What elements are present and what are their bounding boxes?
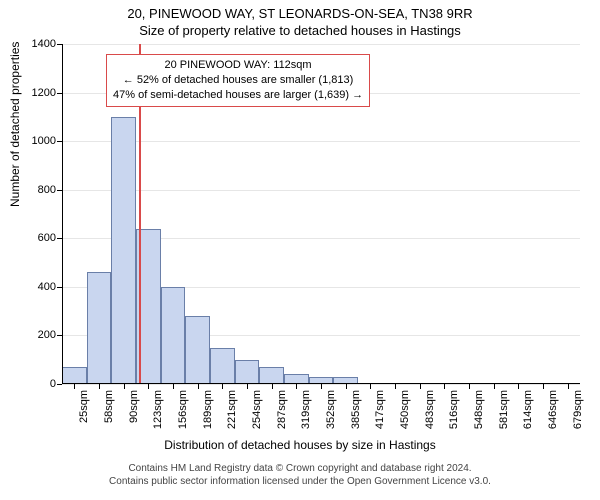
xtick-label: 90sqm: [128, 390, 140, 423]
chart-title-line2: Size of property relative to detached ho…: [0, 21, 600, 38]
x-axis-line: [62, 383, 580, 384]
xtick-mark: [173, 384, 174, 389]
histogram-bar: [259, 367, 284, 384]
xtick-label: 646sqm: [547, 390, 559, 429]
xtick-label: 516sqm: [448, 390, 460, 429]
xtick-mark: [247, 384, 248, 389]
xtick-label: 548sqm: [473, 390, 485, 429]
xtick-mark: [420, 384, 421, 389]
xtick-mark: [222, 384, 223, 389]
ytick-label: 800: [38, 184, 62, 196]
annotation-line-3: 47% of semi-detached houses are larger (…: [113, 88, 363, 103]
xtick-mark: [321, 384, 322, 389]
histogram-bar: [87, 272, 112, 384]
xtick-label: 385sqm: [350, 390, 362, 429]
xtick-label: 614sqm: [522, 390, 534, 429]
annotation-box: 20 PINEWOOD WAY: 112sqm ← 52% of detache…: [106, 54, 370, 107]
footer-text: Contains HM Land Registry data © Crown c…: [0, 462, 600, 488]
xtick-mark: [518, 384, 519, 389]
xtick-mark: [296, 384, 297, 389]
ytick-label: 1000: [32, 135, 62, 147]
histogram-bar: [235, 360, 260, 384]
histogram-bar: [185, 316, 210, 384]
xtick-mark: [124, 384, 125, 389]
xtick-label: 156sqm: [177, 390, 189, 429]
ytick-label: 1400: [32, 38, 62, 50]
xtick-mark: [99, 384, 100, 389]
histogram-bar: [62, 367, 87, 384]
xtick-mark: [370, 384, 371, 389]
xtick-mark: [543, 384, 544, 389]
annotation-line-2: ← 52% of detached houses are smaller (1,…: [113, 73, 363, 88]
xtick-label: 123sqm: [152, 390, 164, 429]
xtick-label: 58sqm: [103, 390, 115, 423]
histogram-bar: [161, 287, 186, 384]
ytick-label: 1200: [32, 87, 62, 99]
histogram-bar: [210, 348, 235, 384]
xtick-label: 581sqm: [498, 390, 510, 429]
xtick-mark: [148, 384, 149, 389]
footer-line-2: Contains public sector information licen…: [0, 475, 600, 488]
xtick-mark: [74, 384, 75, 389]
footer-line-1: Contains HM Land Registry data © Crown c…: [0, 462, 600, 475]
y-axis-label: Number of detached properties: [8, 42, 22, 207]
histogram-bar: [111, 117, 136, 384]
xtick-mark: [395, 384, 396, 389]
xtick-label: 221sqm: [226, 390, 238, 429]
xtick-label: 25sqm: [78, 390, 90, 423]
xtick-label: 319sqm: [300, 390, 312, 429]
annotation-line-1: 20 PINEWOOD WAY: 112sqm: [113, 58, 363, 73]
xtick-mark: [494, 384, 495, 389]
xtick-mark: [469, 384, 470, 389]
ytick-label: 200: [38, 329, 62, 341]
xtick-label: 450sqm: [399, 390, 411, 429]
xtick-label: 352sqm: [325, 390, 337, 429]
xtick-label: 189sqm: [202, 390, 214, 429]
ytick-label: 0: [50, 378, 62, 390]
chart-container: 20, PINEWOOD WAY, ST LEONARDS-ON-SEA, TN…: [0, 0, 600, 500]
xtick-label: 254sqm: [251, 390, 263, 429]
xtick-mark: [346, 384, 347, 389]
y-axis-line: [62, 44, 63, 384]
xtick-mark: [444, 384, 445, 389]
xtick-label: 417sqm: [374, 390, 386, 429]
xtick-mark: [198, 384, 199, 389]
x-axis-label: Distribution of detached houses by size …: [0, 438, 600, 452]
chart-title-line1: 20, PINEWOOD WAY, ST LEONARDS-ON-SEA, TN…: [0, 0, 600, 21]
xtick-label: 483sqm: [424, 390, 436, 429]
xtick-mark: [272, 384, 273, 389]
xtick-mark: [568, 384, 569, 389]
ytick-label: 600: [38, 232, 62, 244]
xtick-label: 287sqm: [276, 390, 288, 429]
xtick-label: 679sqm: [572, 390, 584, 429]
ytick-label: 400: [38, 281, 62, 293]
